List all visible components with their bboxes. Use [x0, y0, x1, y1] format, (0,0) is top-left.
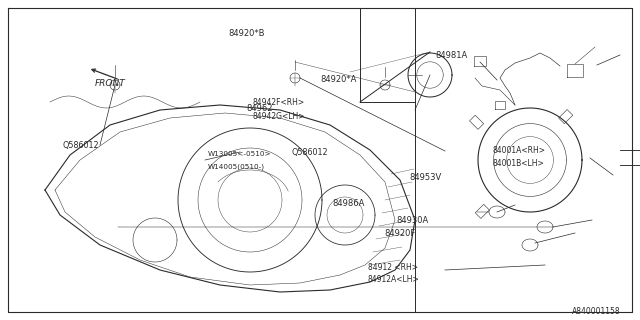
Text: 84981A: 84981A [435, 52, 467, 60]
Text: 84001A<RH>: 84001A<RH> [493, 146, 546, 155]
Text: 84942F<RH>: 84942F<RH> [253, 98, 305, 107]
Text: W14005(0510-): W14005(0510-) [208, 164, 265, 170]
Text: 84912 <RH>: 84912 <RH> [368, 263, 418, 272]
Text: 84912A<LH>: 84912A<LH> [368, 276, 420, 284]
Text: 84986A: 84986A [333, 199, 365, 208]
Text: 84920*B: 84920*B [228, 29, 265, 38]
Text: Q586012: Q586012 [291, 148, 328, 156]
Text: 84920*A: 84920*A [320, 76, 356, 84]
Bar [559, 109, 573, 124]
Bar [470, 115, 484, 129]
Text: Q586012: Q586012 [63, 141, 99, 150]
Text: 84942G<LH>: 84942G<LH> [253, 112, 305, 121]
Text: FRONT: FRONT [95, 79, 125, 88]
Text: W13005<-0510>: W13005<-0510> [208, 151, 271, 156]
Text: 84920F: 84920F [384, 229, 415, 238]
Text: 84953V: 84953V [410, 173, 442, 182]
Text: 84962: 84962 [246, 104, 273, 113]
Text: 84930A: 84930A [397, 216, 429, 225]
Text: 84001B<LH>: 84001B<LH> [493, 159, 545, 168]
Text: A840001158: A840001158 [572, 308, 621, 316]
Bar [476, 204, 490, 219]
